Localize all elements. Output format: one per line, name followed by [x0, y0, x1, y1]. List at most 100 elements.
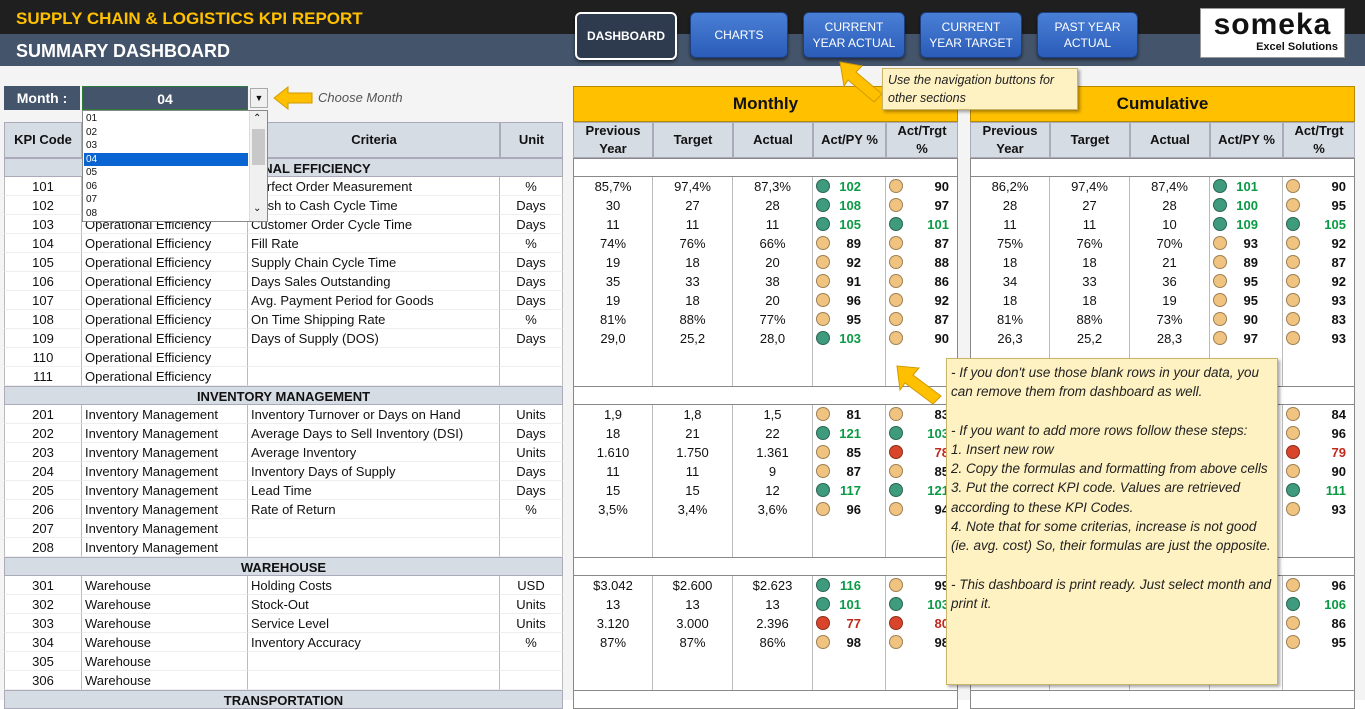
- status-dot: [889, 217, 903, 231]
- value-cell: 81%: [970, 310, 1050, 329]
- dropdown-option[interactable]: 02: [86, 126, 98, 138]
- value-cell: 89: [1210, 253, 1283, 272]
- value-cell: 28: [733, 196, 813, 215]
- index-value: 89: [846, 236, 861, 251]
- sub-header: Act/PY %: [813, 122, 886, 158]
- kpi-category: Warehouse: [82, 671, 248, 690]
- value-cell: 83: [1283, 310, 1355, 329]
- value-cell: $2.623: [733, 576, 813, 595]
- sub-header-text: Actual: [1150, 132, 1190, 147]
- value-cell: 76%: [653, 234, 733, 253]
- dropdown-option[interactable]: 03: [86, 140, 98, 151]
- value-cell: 86: [886, 272, 958, 291]
- hint-arrow: [273, 86, 313, 110]
- value-cell: 95: [1210, 272, 1283, 291]
- scrollbar[interactable]: ⌃ ⌄: [249, 111, 267, 221]
- nav-button[interactable]: CURRENT YEAR ACTUAL: [803, 12, 905, 58]
- value-cell: 95: [813, 310, 886, 329]
- value-cell: [733, 538, 813, 557]
- index-value: 95: [846, 312, 861, 327]
- value-cell: 35: [573, 272, 653, 291]
- value-cell: 34: [970, 272, 1050, 291]
- value-cell: 106: [1283, 595, 1355, 614]
- value-cell: 109: [1210, 215, 1283, 234]
- scroll-up[interactable]: ⌃: [253, 113, 262, 124]
- value-cell: 26,3: [970, 329, 1050, 348]
- section-spacer: [573, 557, 958, 576]
- status-dot: [1286, 502, 1300, 516]
- status-dot: [889, 597, 903, 611]
- kpi-criteria: [248, 538, 500, 557]
- status-dot: [889, 179, 903, 193]
- value-cell: 96: [1283, 576, 1355, 595]
- value-cell: 90: [1283, 462, 1355, 481]
- value-cell: 28,3: [1130, 329, 1210, 348]
- note-line: 3. Put the correct KPI code. Values are …: [951, 480, 1241, 515]
- kpi-unit: [500, 671, 563, 690]
- sub-header-text: Previous Year: [982, 123, 1038, 156]
- value-cell: 29,0: [573, 329, 653, 348]
- status-dot: [816, 331, 830, 345]
- value-cell: [653, 671, 733, 690]
- kpi-category: Warehouse: [82, 633, 248, 652]
- value-cell: 91: [813, 272, 886, 291]
- scroll-thumb[interactable]: [252, 129, 265, 165]
- dropdown-option[interactable]: 07: [86, 194, 98, 205]
- nav-button[interactable]: PAST YEAR ACTUAL: [1037, 12, 1138, 58]
- kpi-criteria: Rate of Return: [248, 500, 500, 519]
- index-value: 109: [1236, 217, 1258, 232]
- index-value: 97: [1243, 331, 1258, 346]
- index-value: 98: [934, 635, 949, 650]
- status-dot: [816, 407, 830, 421]
- note-paragraph: - If you want to add more rows follow th…: [951, 421, 1273, 556]
- value-cell: 3,5%: [573, 500, 653, 519]
- month-select[interactable]: 04: [82, 86, 248, 110]
- value-cell: 85,7%: [573, 177, 653, 196]
- nav-button[interactable]: DASHBOARD: [575, 12, 677, 60]
- value-cell: 28: [970, 196, 1050, 215]
- index-value: 87: [846, 464, 861, 479]
- index-value: 98: [846, 635, 861, 650]
- dropdown-option[interactable]: 06: [86, 180, 98, 192]
- status-dot: [1213, 217, 1227, 231]
- status-dot: [1286, 464, 1300, 478]
- nav-button[interactable]: CURRENT YEAR TARGET: [920, 12, 1022, 58]
- index-value: 93: [1243, 236, 1258, 251]
- value-cell: 21: [653, 424, 733, 443]
- index-value: 93: [1331, 502, 1346, 517]
- value-cell: 10: [1130, 215, 1210, 234]
- status-dot: [816, 255, 830, 269]
- status-dot: [889, 483, 903, 497]
- kpi-category: Inventory Management: [82, 519, 248, 538]
- nav-button[interactable]: CHARTS: [690, 12, 788, 58]
- status-dot: [889, 312, 903, 326]
- value-cell: 96: [813, 500, 886, 519]
- value-cell: 36: [1130, 272, 1210, 291]
- month-label: Month :: [4, 86, 80, 110]
- value-cell: [733, 348, 813, 367]
- kpi-unit: Days: [500, 196, 563, 215]
- dropdown-option[interactable]: 01: [86, 113, 98, 124]
- value-cell: 92: [886, 291, 958, 310]
- value-cell: 97,4%: [1050, 177, 1130, 196]
- value-cell: 81%: [573, 310, 653, 329]
- kpi-criteria: Holding Costs: [248, 576, 500, 595]
- dropdown-button[interactable]: ▼: [250, 88, 268, 108]
- dropdown-option[interactable]: 05: [86, 167, 98, 178]
- kpi-criteria: [248, 367, 500, 386]
- scroll-down[interactable]: ⌄: [253, 203, 262, 214]
- index-value: 85: [846, 445, 861, 460]
- value-cell: 1.750: [653, 443, 733, 462]
- value-cell: 103: [886, 595, 958, 614]
- kpi-code: 111: [4, 367, 82, 386]
- value-cell: 28: [1130, 196, 1210, 215]
- dropdown-option[interactable]: 08: [86, 207, 98, 219]
- value-cell: [653, 652, 733, 671]
- sub-header-text: Actual: [753, 132, 793, 147]
- kpi-criteria: [248, 652, 500, 671]
- value-cell: 121: [813, 424, 886, 443]
- dropdown-option[interactable]: 04: [84, 152, 248, 166]
- status-dot: [1286, 426, 1300, 440]
- value-cell: 98: [886, 633, 958, 652]
- index-value: 77: [846, 616, 861, 631]
